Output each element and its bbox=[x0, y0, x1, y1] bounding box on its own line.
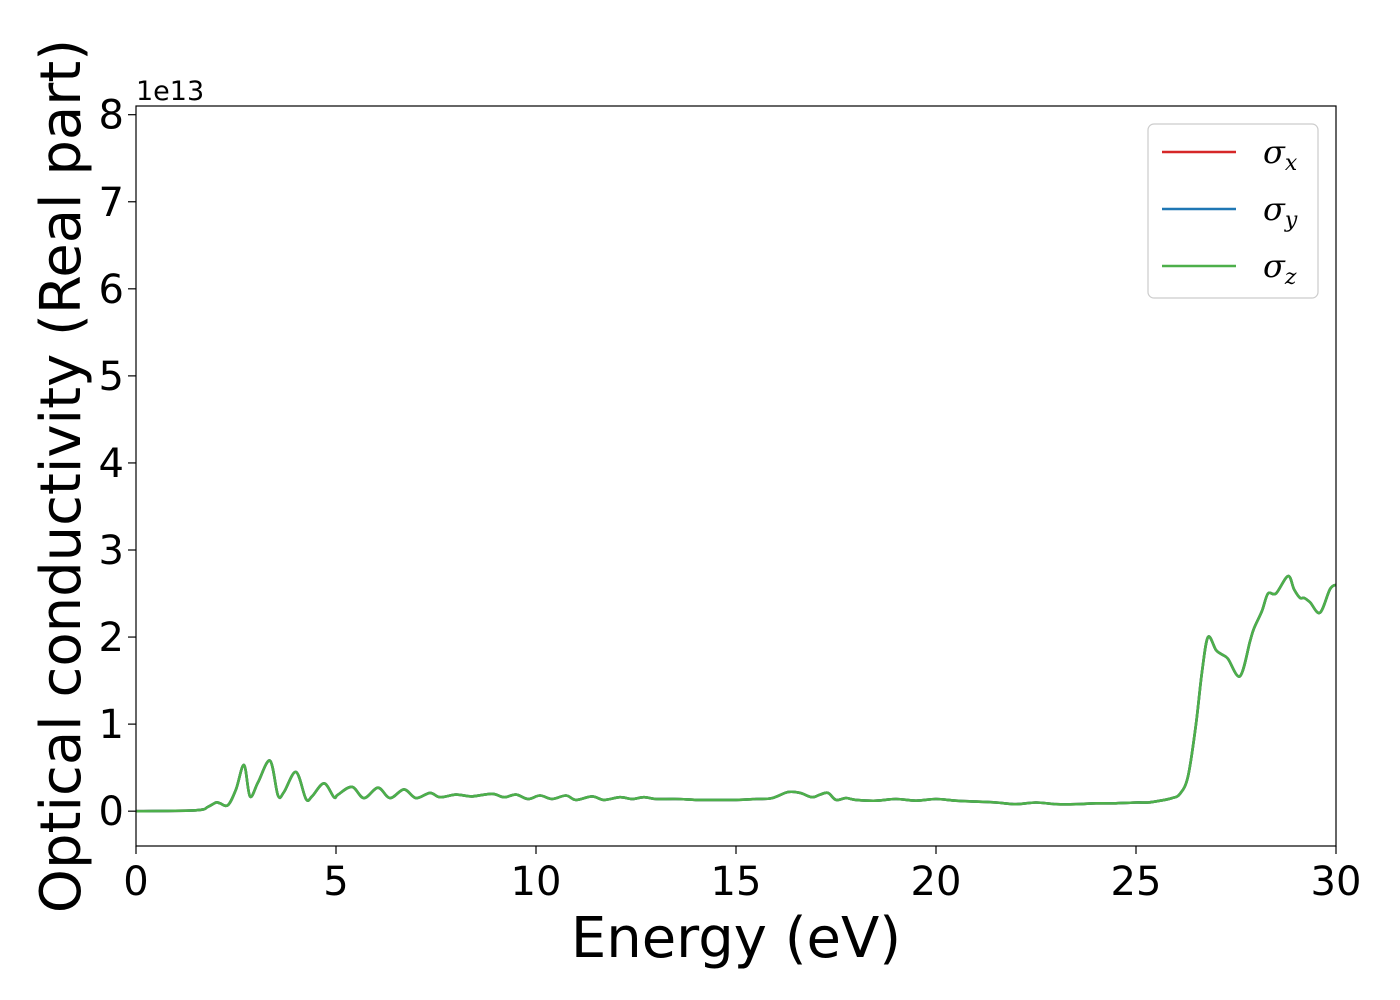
legend-label-1: σx bbox=[1263, 133, 1298, 176]
x-tick-label: 5 bbox=[323, 859, 348, 905]
y-tick-label: 8 bbox=[99, 93, 124, 139]
x-axis-ticks: 0 5 10 15 20 25 30 bbox=[123, 846, 1361, 905]
legend-symbol: σ bbox=[1263, 133, 1286, 171]
legend-subscript: y bbox=[1284, 208, 1298, 233]
y-tick-label: 4 bbox=[99, 441, 124, 487]
y-tick-label: 3 bbox=[99, 528, 124, 574]
legend-symbol: σ bbox=[1263, 190, 1286, 228]
series-line-1 bbox=[136, 574, 1336, 813]
x-axis-label: Energy (eV) bbox=[571, 906, 901, 971]
legend-symbol: σ bbox=[1263, 247, 1286, 285]
y-axis-ticks: 0 1 2 3 4 5 6 7 8 bbox=[99, 93, 136, 835]
x-tick-label: 25 bbox=[1111, 859, 1162, 905]
x-tick-label: 30 bbox=[1311, 859, 1362, 905]
y-tick-label: 0 bbox=[99, 789, 124, 835]
legend-box bbox=[1147, 123, 1319, 299]
legend-label-2: σy bbox=[1263, 190, 1298, 233]
y-tick-label: 7 bbox=[99, 180, 124, 226]
legend-subscript: z bbox=[1284, 265, 1297, 290]
series-line-3 bbox=[136, 574, 1336, 813]
y-tick-label: 5 bbox=[99, 354, 124, 400]
legend-label-3: σz bbox=[1263, 247, 1297, 290]
x-tick-label: 20 bbox=[911, 859, 962, 905]
y-tick-label: 2 bbox=[99, 615, 124, 661]
x-tick-label: 15 bbox=[711, 859, 762, 905]
x-tick-label: 10 bbox=[511, 859, 562, 905]
y-axis-label: Optical conductivity (Real part) bbox=[29, 39, 94, 913]
x-tick-label: 0 bbox=[123, 859, 148, 905]
y-tick-label: 1 bbox=[99, 702, 124, 748]
y-offset-label: 1e13 bbox=[136, 76, 204, 107]
y-tick-label: 6 bbox=[99, 267, 124, 313]
series-line-2 bbox=[136, 574, 1336, 813]
series-layer bbox=[136, 574, 1336, 813]
legend-subscript: x bbox=[1285, 151, 1298, 176]
